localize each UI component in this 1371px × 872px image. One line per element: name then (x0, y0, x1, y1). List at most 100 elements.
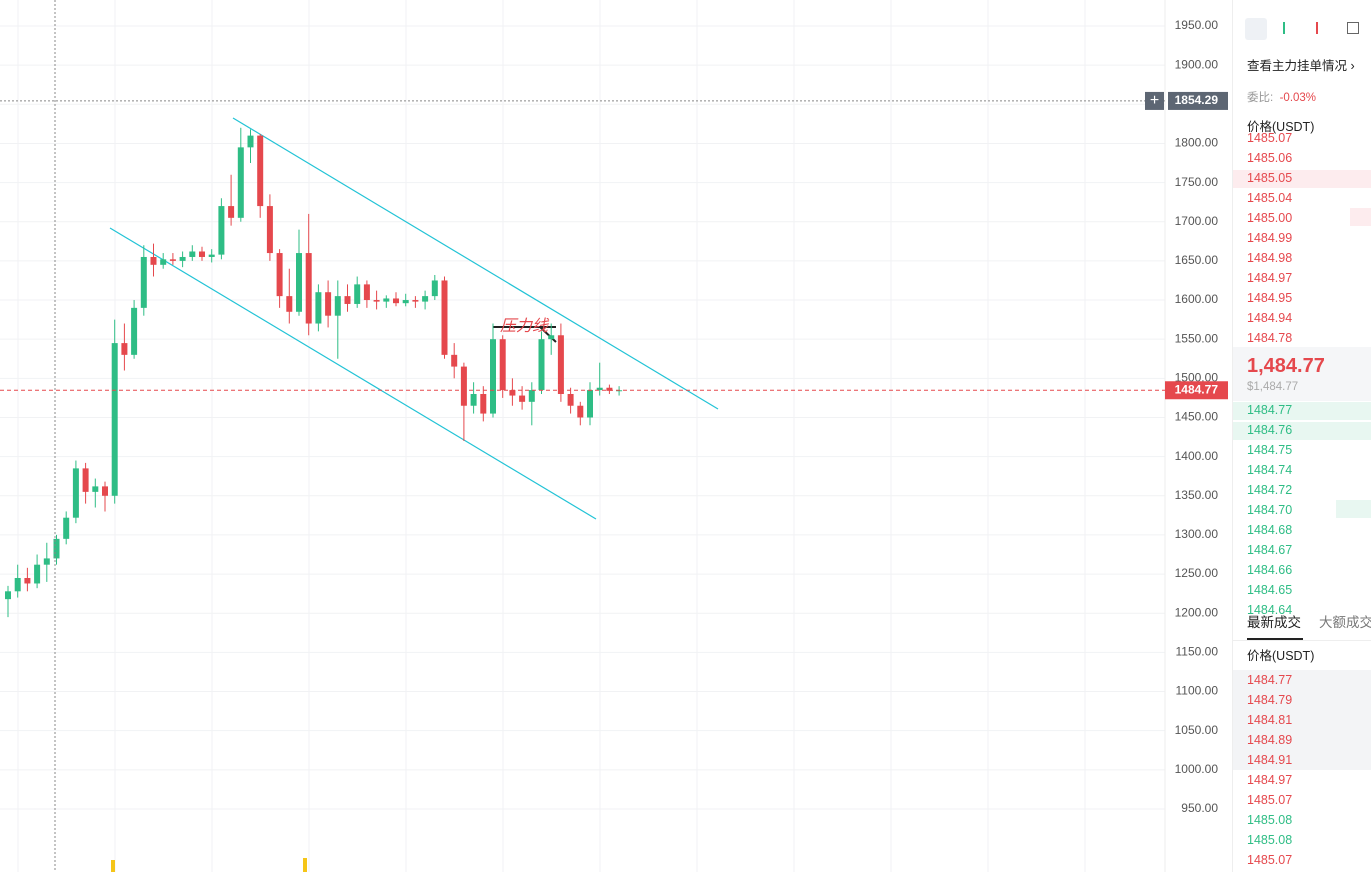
candle-body (102, 486, 108, 496)
side-panel: 查看主力挂单情况 › 委比: -0.03% 价格(USDT) 1485.07 14… (1232, 0, 1371, 872)
candle-body (82, 468, 89, 492)
candle-body (179, 256, 186, 261)
ask-price: 1484.98 (1247, 251, 1293, 265)
y-tick-label: 1000.00 (1175, 762, 1219, 776)
bid-price: 1484.70 (1247, 503, 1293, 517)
candle-body (14, 577, 21, 592)
candle-body (160, 259, 167, 265)
bid-price: 1484.67 (1247, 543, 1293, 557)
crosshair-plus-box (1145, 91, 1164, 110)
candles (5, 127, 623, 618)
candle-body (296, 253, 302, 312)
ask-price: 1485.00 (1247, 211, 1293, 225)
candle-body (528, 390, 535, 402)
y-tick-label: 1350.00 (1175, 488, 1219, 502)
y-tick-label: 1300.00 (1175, 527, 1219, 541)
candle-body (121, 343, 128, 355)
y-tick-label: 1050.00 (1175, 723, 1219, 737)
tab[interactable]: 大额成交 (1319, 615, 1371, 630)
trade-price: 1485.08 (1247, 833, 1293, 847)
candle-body (24, 577, 31, 584)
candle-body (577, 405, 584, 418)
candle-body (412, 300, 419, 302)
candle-body (596, 387, 603, 391)
candle-body (218, 206, 225, 255)
ask-price: 1484.78 (1247, 331, 1293, 345)
ratio-value: -0.03% (1279, 92, 1317, 104)
candle-body (208, 254, 215, 257)
candle-body (460, 366, 467, 406)
candle-body (237, 147, 244, 218)
trade-price: 1484.77 (1247, 673, 1293, 687)
trade-price: 1484.89 (1247, 733, 1293, 747)
y-tick-label: 1900.00 (1175, 57, 1219, 71)
candle-body (499, 339, 506, 391)
trade-price: 1484.97 (1247, 773, 1293, 787)
bid-price: 1484.72 (1247, 483, 1293, 497)
candle-body (169, 259, 176, 261)
view-icon[interactable] (1347, 22, 1359, 34)
candle-body (451, 354, 458, 367)
candle-body (189, 251, 196, 257)
view-icon[interactable] (1316, 22, 1330, 34)
view-icon[interactable] (1245, 18, 1267, 40)
crosshair-plus: + (1150, 92, 1159, 109)
candle-body (228, 206, 235, 218)
tab-underline (1247, 638, 1303, 640)
trade-price: 1484.81 (1247, 713, 1293, 727)
y-tick-label: 1700.00 (1175, 214, 1219, 228)
candle-body (43, 558, 50, 565)
candle-body (150, 256, 157, 265)
link-text[interactable]: 查看主力挂单情况 (1247, 59, 1348, 73)
highlight (1233, 670, 1371, 770)
trade-price: 1484.91 (1247, 753, 1293, 767)
depth-bar (1233, 170, 1371, 188)
candle-body (383, 298, 390, 302)
trade-price: 1485.08 (1247, 813, 1293, 827)
y-tick-label: 1750.00 (1175, 175, 1219, 189)
depth-bar (1350, 208, 1371, 226)
candle-body (519, 395, 526, 402)
tab[interactable]: 最新成交 (1247, 615, 1301, 630)
channel-line (232, 117, 719, 410)
depth-link[interactable]: 查看主力挂单情况 › (1247, 59, 1355, 73)
y-tick-label: 1800.00 (1175, 136, 1219, 150)
price-box (1233, 347, 1371, 401)
crosshair-label: 1854.29 (1175, 93, 1219, 107)
candle-body (305, 253, 312, 324)
y-tick-label: 1600.00 (1175, 292, 1219, 306)
trades-header: 价格(USDT) (1247, 649, 1315, 663)
annotation-arrow (539, 326, 557, 343)
ask-price: 1484.95 (1247, 291, 1293, 305)
y-tick-label: 1450.00 (1175, 410, 1219, 424)
divider (1233, 640, 1371, 641)
candle-body (334, 296, 341, 316)
last-price-box (1165, 381, 1228, 400)
candle-body (72, 468, 79, 518)
candle-body (470, 393, 477, 406)
bid-price: 1484.65 (1247, 583, 1293, 597)
volume-marker (303, 858, 307, 872)
candle-body (257, 135, 264, 207)
candle-body (441, 280, 448, 355)
bid-price: 1484.64 (1247, 603, 1293, 617)
annotation: 压力线 (500, 317, 550, 335)
candle-body (606, 387, 613, 391)
ask-price: 1485.05 (1247, 171, 1293, 185)
candle-body (276, 253, 283, 297)
depth-bar (1336, 500, 1371, 518)
candle-body (286, 296, 293, 312)
candle-body (363, 284, 370, 301)
candle-body (480, 393, 487, 414)
volume-marker (111, 860, 115, 872)
candle-body (266, 206, 273, 254)
candle-body (538, 339, 545, 391)
candle-body (393, 298, 399, 304)
view-icon[interactable] (1283, 22, 1297, 34)
y-tick-label: 1500.00 (1175, 371, 1219, 385)
bid-price: 1484.75 (1247, 443, 1293, 457)
candle-body (53, 538, 60, 559)
bid-price: 1484.76 (1247, 423, 1293, 437)
y-tick-label: 1100.00 (1176, 684, 1219, 698)
y-tick-label: 1550.00 (1175, 331, 1219, 345)
